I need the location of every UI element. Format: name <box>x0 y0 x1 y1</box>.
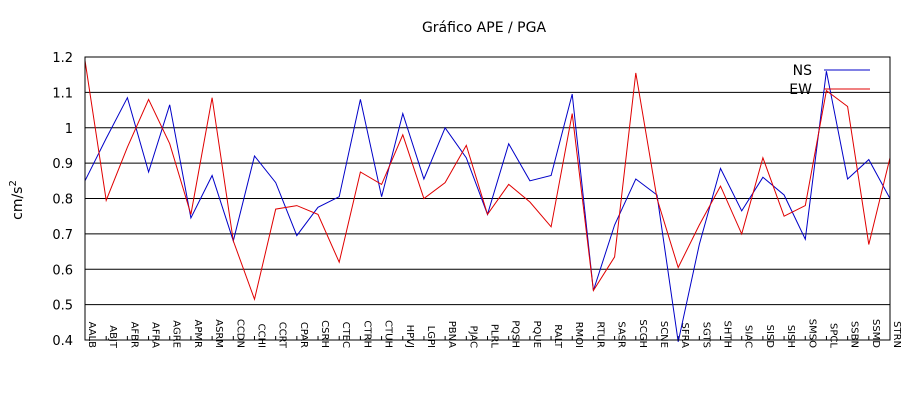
x-tick-label: CCRT <box>277 322 288 349</box>
x-tick-label: CCDN <box>234 319 245 348</box>
x-tick-label: CSRH <box>319 320 330 348</box>
legend: NS EW <box>789 63 870 98</box>
x-tick-label: HPVJ <box>404 325 415 348</box>
x-tick-label: CTRH <box>361 320 372 348</box>
x-tick-label: ABJT <box>107 325 118 349</box>
x-tick-label: CTUH <box>383 320 394 348</box>
x-tick-label: CCHI <box>255 324 266 348</box>
x-tick-label: PLRL <box>489 324 500 349</box>
x-tick-label: CPAR <box>298 322 309 348</box>
x-tick-label: APMR <box>192 320 203 348</box>
series-lines <box>84 60 891 342</box>
y-axis-ticks: 0.4 0.5 0.6 0.7 0.8 0.9 1 1.1 1.2 <box>52 51 73 349</box>
y-tick-label: 1.2 <box>52 51 73 66</box>
x-tick-label: AGRE <box>171 320 182 348</box>
y-tick-label: 0.5 <box>52 299 73 314</box>
x-tick-label: LGPI <box>425 326 436 348</box>
x-tick-label: SSMD <box>870 319 881 348</box>
plot-border <box>84 56 891 341</box>
x-tick-label: PQSH <box>510 320 521 348</box>
legend-label-ew: EW <box>789 82 812 98</box>
x-tick-label: SISD <box>764 325 775 349</box>
series-line-ew <box>84 60 891 302</box>
x-tick-label: SCGH <box>637 319 648 348</box>
x-tick-label: PBNA <box>446 321 457 348</box>
y-tick-label: 0.9 <box>52 157 73 172</box>
x-tick-label: RALT <box>552 324 563 349</box>
x-tick-label: AFBR <box>128 322 139 348</box>
x-tick-label: SASR <box>616 321 627 348</box>
x-tick-label: SHTH <box>722 321 733 349</box>
y-axis-label: cm/s2 <box>8 180 26 220</box>
grid-lines <box>85 56 890 341</box>
x-tick-label: PQUE <box>531 320 542 348</box>
x-tick-label: SCNE <box>658 321 669 348</box>
x-tick-label: SPCL <box>827 323 838 348</box>
y-tick-label: 0.6 <box>52 263 73 278</box>
series-line-ns <box>84 71 891 342</box>
x-axis-ticks: AALB ABJT AFBR AFRA AGRE APMR ASRM CCDN CCHI CCRT… <box>84 319 902 349</box>
x-tick-label: SISH <box>785 325 796 348</box>
x-tick-label: SIAC <box>743 325 754 348</box>
x-tick-label: ASRM <box>213 319 224 348</box>
chart-title: Gráfico APE / PGA <box>422 20 546 36</box>
y-tick-label: 1 <box>65 122 73 137</box>
x-tick-label: AALB <box>86 322 97 349</box>
x-tick-label: SFRA <box>679 323 690 349</box>
legend-label-ns: NS <box>793 63 812 79</box>
x-tick-label: SGTS <box>700 322 711 348</box>
x-tick-label: RMOI <box>573 322 584 348</box>
y-tick-label: 0.4 <box>52 334 73 349</box>
x-tick-label: PJAC <box>467 326 478 348</box>
y-tick-label: 0.8 <box>52 193 73 208</box>
x-tick-label: CTEC <box>340 322 351 348</box>
x-tick-label: RTUR <box>594 321 605 348</box>
x-tick-label: AFRA <box>150 322 161 348</box>
y-tick-label: 1.1 <box>52 86 73 101</box>
x-tick-label: SSBN <box>849 321 860 348</box>
x-tick-label: STRN <box>891 321 902 348</box>
x-tick-label: SMSO <box>806 319 817 348</box>
y-tick-label: 0.7 <box>52 228 73 243</box>
